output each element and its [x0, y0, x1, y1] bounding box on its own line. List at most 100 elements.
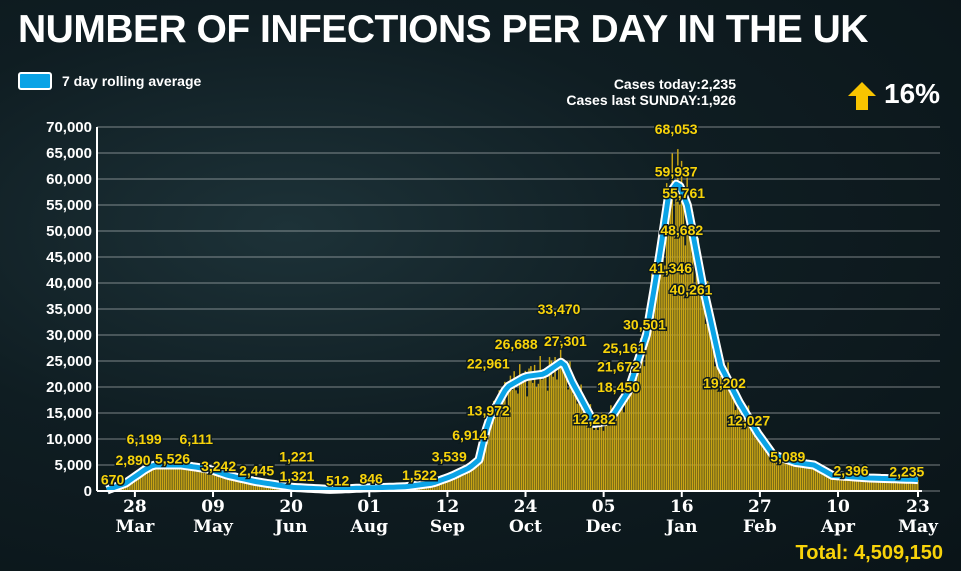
bar	[492, 400, 495, 491]
bar	[504, 381, 506, 491]
bar	[150, 470, 153, 491]
data-label: 1,522	[402, 467, 437, 483]
bar	[221, 475, 223, 491]
bar	[160, 468, 162, 491]
x-tick-month: May	[193, 517, 234, 537]
x-tick-day: 23	[906, 497, 930, 517]
bar	[695, 251, 698, 491]
bar	[206, 470, 208, 491]
data-label: 3,242	[201, 458, 236, 474]
bar	[779, 456, 781, 491]
x-tick-day: 20	[279, 497, 303, 517]
bar	[132, 477, 134, 491]
bar	[665, 183, 668, 491]
bar	[606, 421, 608, 491]
bar	[738, 394, 740, 491]
bar	[435, 483, 437, 491]
bar	[604, 420, 607, 491]
data-label: 19,202	[703, 375, 746, 391]
bar	[712, 323, 714, 491]
bar	[693, 285, 696, 491]
bar	[829, 473, 832, 491]
arrow-up-icon	[848, 82, 876, 110]
bar	[846, 477, 848, 491]
y-tick-label: 70,000	[46, 119, 92, 136]
bar	[864, 476, 867, 491]
bar	[745, 418, 748, 491]
data-label: 512	[326, 472, 350, 488]
bar	[195, 467, 197, 491]
bar	[896, 478, 899, 491]
data-label: 18,450	[597, 379, 640, 395]
bar	[909, 478, 912, 491]
x-tick-month: Jun	[273, 517, 308, 537]
bar	[500, 399, 502, 491]
bar	[580, 384, 582, 491]
bar	[184, 462, 186, 491]
bar	[625, 392, 627, 491]
bar	[130, 481, 132, 491]
bar	[692, 211, 694, 491]
bar	[461, 471, 463, 491]
bar	[212, 472, 214, 491]
bar	[243, 477, 246, 491]
bar	[494, 410, 497, 491]
bar	[814, 465, 817, 491]
bar	[729, 388, 731, 491]
bar	[788, 455, 791, 491]
data-label: 3,539	[432, 449, 467, 465]
data-label: 2,445	[239, 462, 274, 478]
x-tick-month: Mar	[116, 517, 156, 537]
bar	[664, 265, 666, 491]
chart-title: NUMBER OF INFECTIONS PER DAY IN THE UK	[18, 8, 868, 51]
bar	[807, 462, 809, 491]
bar	[468, 465, 471, 491]
bar	[708, 318, 711, 491]
bar	[485, 438, 487, 491]
bar	[554, 357, 556, 491]
bar	[572, 394, 575, 491]
bar	[453, 473, 456, 491]
bar	[660, 218, 662, 491]
bar	[158, 462, 160, 491]
bar	[662, 227, 664, 491]
y-tick-label: 10,000	[46, 431, 92, 448]
bar	[533, 364, 536, 491]
bar	[478, 457, 480, 491]
bar	[491, 418, 493, 491]
legend: 7 day rolling average	[18, 72, 201, 90]
bar	[615, 404, 618, 491]
data-label: 25,161	[603, 340, 646, 356]
legend-label: 7 day rolling average	[62, 73, 202, 89]
bar	[900, 478, 902, 491]
bar	[472, 461, 474, 491]
bar	[785, 461, 787, 491]
bar	[673, 232, 675, 491]
bar	[161, 466, 164, 491]
bar	[742, 403, 744, 491]
data-label: 2,890	[116, 452, 151, 468]
bar	[571, 377, 573, 491]
bar	[239, 477, 242, 491]
bar	[210, 470, 212, 491]
bar	[680, 160, 683, 491]
bar	[440, 480, 443, 491]
data-label: 40,261	[670, 282, 713, 298]
bar	[200, 471, 203, 491]
bar	[522, 375, 525, 491]
bar	[225, 472, 227, 491]
bar	[466, 469, 469, 491]
bar	[587, 421, 590, 491]
bar	[868, 477, 871, 491]
bar	[798, 458, 800, 491]
bar	[565, 369, 567, 491]
bar	[816, 468, 819, 491]
bar	[762, 438, 765, 491]
bar	[820, 470, 822, 491]
bar	[773, 454, 776, 491]
bar	[253, 481, 255, 491]
bar	[898, 479, 900, 491]
bar	[913, 480, 915, 491]
data-label: 33,470	[538, 301, 581, 317]
bar	[502, 391, 504, 491]
